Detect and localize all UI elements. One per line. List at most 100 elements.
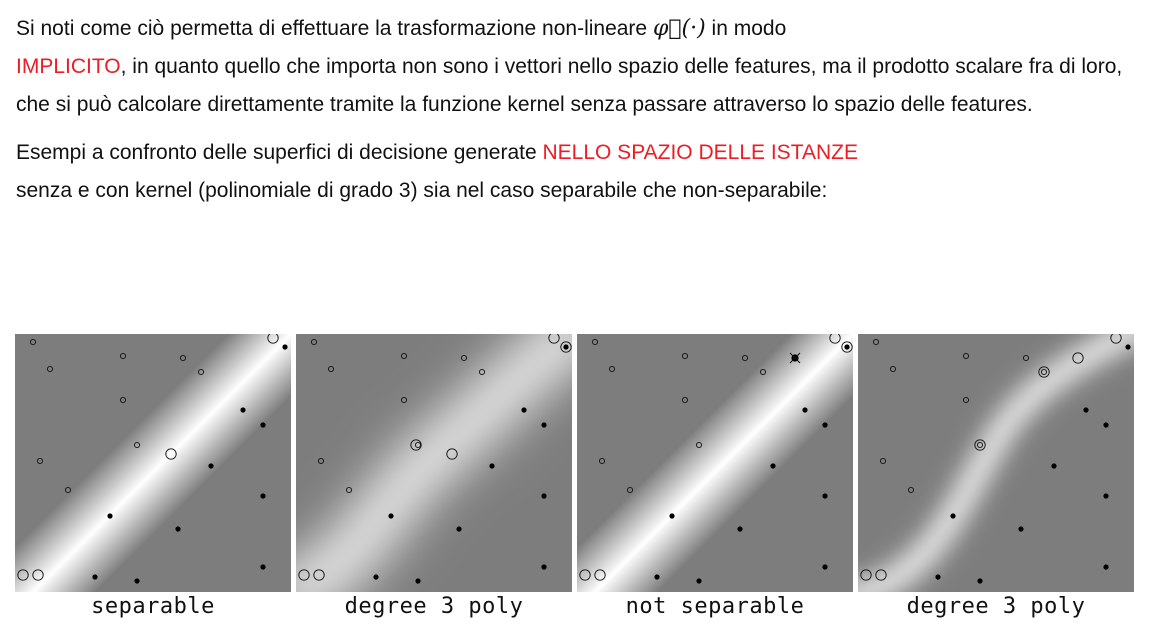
class-b-point <box>521 407 527 413</box>
class-b-point <box>1125 344 1131 350</box>
class-a-point <box>1022 354 1030 362</box>
margin-band <box>577 334 853 592</box>
decision-surface-panels: separable degree 3 poly not separable de… <box>15 334 1134 619</box>
class-b-point <box>563 344 569 350</box>
class-a-point <box>681 396 689 404</box>
class-a-point <box>962 396 970 404</box>
support-vector-ring <box>446 448 458 460</box>
support-vector-ring <box>1072 352 1084 364</box>
misclassified-mark <box>789 352 801 364</box>
margin-band <box>858 334 1134 592</box>
decision-surface-linear-separable <box>15 334 291 592</box>
class-a-point <box>179 354 187 362</box>
class-b-point <box>1051 463 1057 469</box>
phi-vector-math: φ⃗(·) <box>652 16 706 41</box>
class-a-point <box>46 365 54 373</box>
implicit-highlight: IMPLICITO <box>16 55 121 78</box>
class-a-point <box>400 352 408 360</box>
panel-background <box>858 334 1134 592</box>
support-vector-ring <box>267 334 279 344</box>
class-a-point <box>879 457 887 465</box>
p1-text-after-math: in modo <box>705 17 787 40</box>
class-b-point <box>260 493 266 499</box>
p1-text-rest: , in quanto quello che importa non sono … <box>16 55 1123 116</box>
class-b-point <box>456 526 462 532</box>
class-a-point <box>460 354 468 362</box>
class-b-point <box>489 463 495 469</box>
class-a-point <box>197 368 205 376</box>
class-b-point <box>1103 564 1109 570</box>
class-a-point <box>414 441 422 449</box>
paragraph-2: Esempi a confronto delle superfici di de… <box>16 134 1136 210</box>
decision-surface-linear-not-separable <box>577 334 853 592</box>
class-b-point <box>1018 526 1024 532</box>
class-b-point <box>822 422 828 428</box>
p2-text-after: senza e con kernel (polinomiale di grado… <box>16 179 828 202</box>
class-a-point <box>36 457 44 465</box>
class-b-point <box>1103 493 1109 499</box>
support-vector-ring <box>875 569 887 581</box>
class-a-point <box>626 486 634 494</box>
class-b-point <box>802 407 808 413</box>
p2-text-before: Esempi a confronto delle superfici di de… <box>16 141 543 164</box>
class-a-point <box>478 368 486 376</box>
support-vector-ring <box>1110 334 1122 344</box>
class-b-point <box>737 526 743 532</box>
class-b-point <box>541 422 547 428</box>
class-a-point <box>608 365 616 373</box>
class-a-point <box>317 457 325 465</box>
class-b-point <box>669 513 675 519</box>
class-a-point <box>310 338 318 346</box>
class-b-point <box>260 422 266 428</box>
class-a-point <box>976 441 984 449</box>
support-vector-ring <box>298 569 310 581</box>
support-vector-ring <box>579 569 591 581</box>
class-b-point <box>977 578 983 584</box>
panel-poly-not-separable: degree 3 poly <box>858 334 1134 619</box>
margin-band <box>15 334 291 592</box>
support-vector-ring <box>165 448 177 460</box>
panel-separable: separable <box>15 334 291 619</box>
class-b-point <box>654 574 660 580</box>
class-b-point <box>1103 422 1109 428</box>
class-b-point <box>107 513 113 519</box>
class-a-point <box>119 396 127 404</box>
support-vector-ring <box>974 439 986 451</box>
class-b-point <box>844 344 850 350</box>
support-vector-ring <box>410 439 422 451</box>
class-a-point <box>872 338 880 346</box>
support-vector-ring <box>560 341 572 353</box>
caption-not-separable: not separable <box>625 594 805 619</box>
class-b-point <box>822 493 828 499</box>
support-vector-ring <box>860 569 872 581</box>
class-b-point <box>240 407 246 413</box>
caption-poly-not-separable: degree 3 poly <box>906 594 1086 619</box>
support-vector-ring <box>841 341 853 353</box>
panel-not-separable: not separable <box>577 334 853 619</box>
class-b-point <box>282 344 288 350</box>
paragraph-1: Si noti come ciò permetta di effettuare … <box>16 10 1136 124</box>
class-a-point <box>64 486 72 494</box>
class-b-point <box>388 513 394 519</box>
support-vector-ring <box>17 569 29 581</box>
class-b-point <box>92 574 98 580</box>
caption-poly-separable: degree 3 poly <box>344 594 524 619</box>
class-a-point <box>681 352 689 360</box>
class-b-point <box>415 578 421 584</box>
class-b-point <box>935 574 941 580</box>
margin-band <box>296 334 572 592</box>
class-a-point <box>598 457 606 465</box>
p1-text-before-math: Si noti come ciò permetta di effettuare … <box>16 17 653 40</box>
decision-surface-poly-not-separable <box>858 334 1134 592</box>
class-a-point <box>889 365 897 373</box>
class-a-point <box>962 352 970 360</box>
class-b-point <box>696 578 702 584</box>
class-b-point <box>208 463 214 469</box>
class-a-point <box>695 441 703 449</box>
class-b-point <box>175 526 181 532</box>
body-text: Si noti come ciò permetta di effettuare … <box>16 10 1136 210</box>
support-vector-ring <box>594 569 606 581</box>
class-a-point <box>591 338 599 346</box>
support-vector-ring <box>1038 366 1050 378</box>
class-a-point <box>1040 368 1048 376</box>
